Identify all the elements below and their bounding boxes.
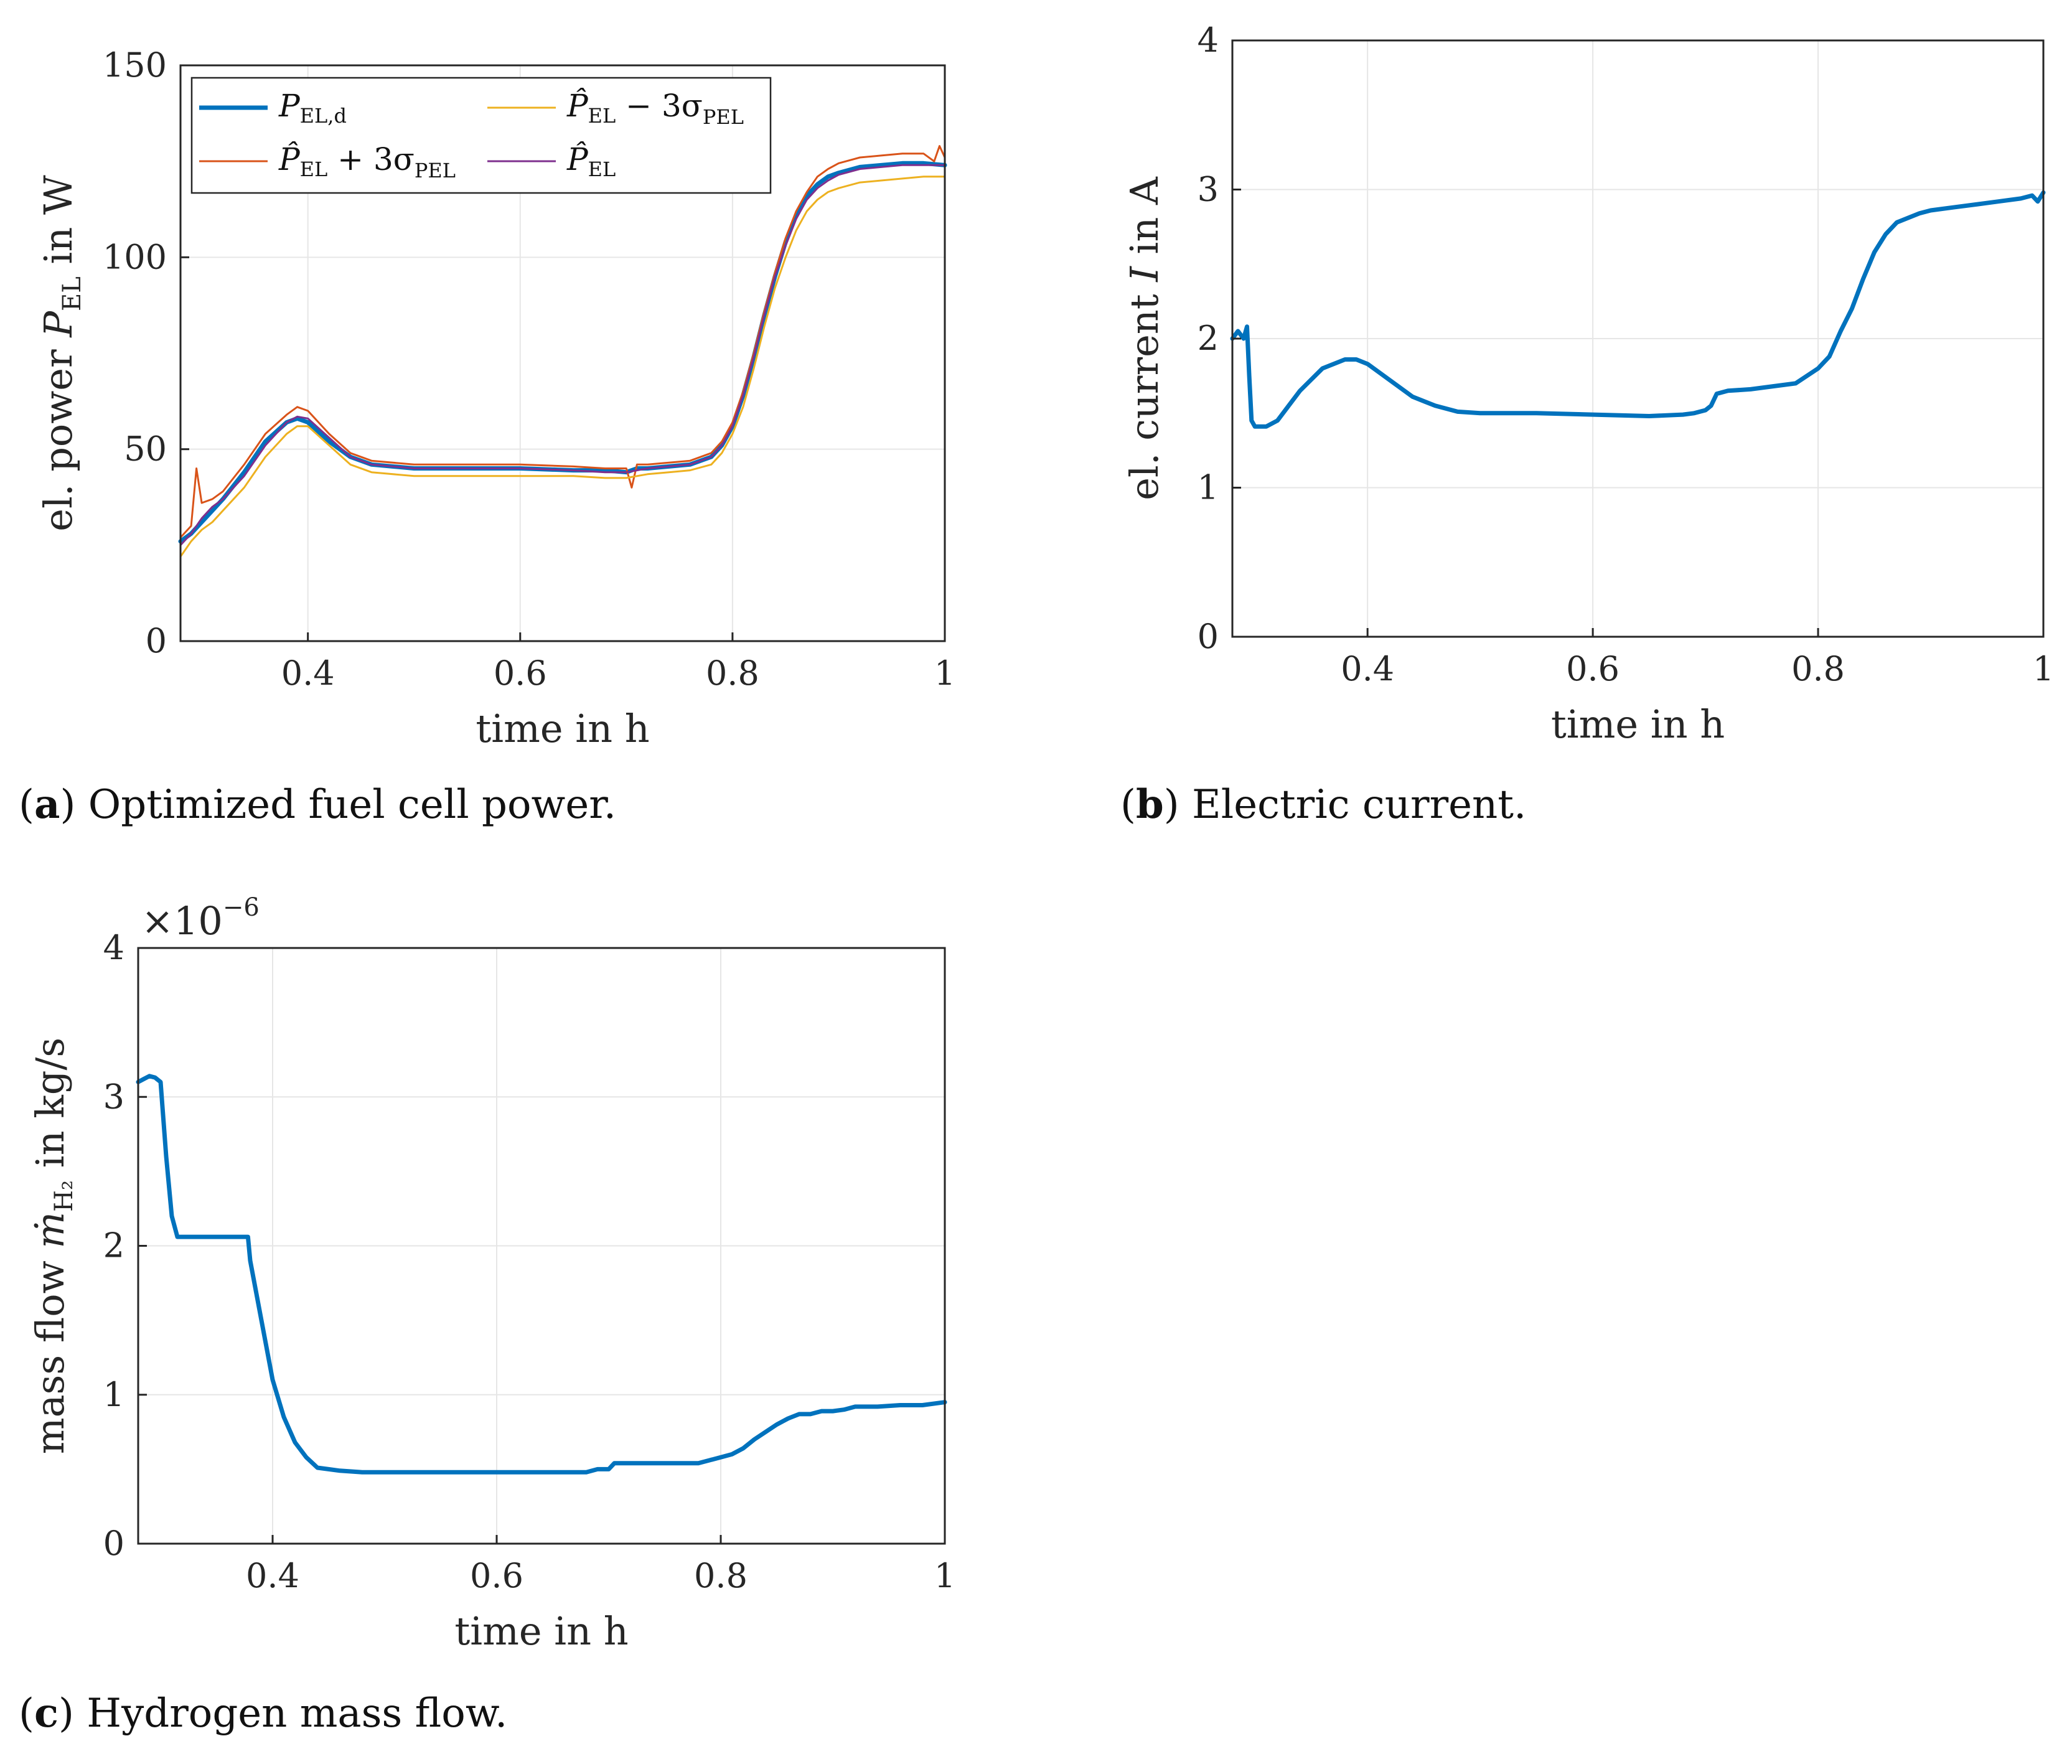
ytick-label-b-1: 1: [1198, 468, 1219, 507]
ytick-label-b-0: 0: [1198, 617, 1219, 656]
xtick-label-a-2: 0.8: [706, 654, 759, 693]
xtick-label-c-0: 0.4: [246, 1556, 299, 1595]
ylabel-b: el. current I in A: [1122, 176, 1167, 500]
ylabel-c: mass flow ṁH₂ in kg/s: [27, 1038, 78, 1454]
axes-box-a: [179, 64, 946, 642]
ytick-label-a-3: 150: [103, 45, 167, 85]
xlabel-b: time in h: [1551, 701, 1725, 747]
legend-label-2: P̂EL + 3σPEL: [278, 141, 456, 182]
xtick-label-b-1: 0.6: [1566, 649, 1620, 688]
legend-label-1: P̂EL − 3σPEL: [566, 87, 744, 129]
xtick-label-a-3: 1: [934, 654, 955, 693]
caption-c-label: c: [34, 1690, 59, 1737]
ytick-label-b-4: 4: [1198, 21, 1219, 60]
legend-label-3: P̂EL: [566, 141, 616, 181]
xtick-label-a-0: 0.4: [281, 654, 335, 693]
chart-a: 0.4 0.6 0.8 1 0 50 100 150 time in h el. power PE…: [35, 45, 955, 751]
caption-c-text: Hydrogen mass flow.: [87, 1691, 508, 1737]
ytick-label-a-2: 100: [103, 237, 167, 276]
ylabel-a: el. power PEL in W: [35, 175, 87, 532]
ytick-label-c-3: 3: [103, 1077, 124, 1116]
xlabel-c: time in h: [454, 1608, 628, 1654]
caption-a-text: Optimized fuel cell power.: [88, 782, 617, 828]
chart-c: 0.4 0.6 0.8 1 0 1 2 3 4 time in h mass flow ṁH₂ in…: [27, 893, 955, 1654]
ytick-label-b-2: 2: [1198, 319, 1219, 358]
caption-c: (c) Hydrogen mass flow.: [19, 1690, 508, 1737]
ytick-label-a-0: 0: [146, 621, 167, 660]
series-a-1: [179, 145, 946, 538]
ytick-label-a-1: 50: [124, 429, 167, 469]
xtick-label-c-2: 0.8: [694, 1556, 748, 1595]
xtick-label-a-1: 0.6: [494, 654, 547, 693]
series-c-0: [136, 1074, 947, 1475]
caption-b-text: Electric current.: [1192, 782, 1527, 828]
series-a-3: [179, 164, 946, 547]
series-a-0: [178, 161, 947, 544]
xtick-label-b-2: 0.8: [1791, 649, 1845, 688]
chart-b: 0.4 0.6 0.8 1 0 1 2 3 4 time in h el. current I in…: [1122, 21, 2054, 747]
xtick-label-c-1: 0.6: [470, 1556, 523, 1595]
exponent-label-c: ×10−6: [141, 893, 260, 944]
ytick-label-c-0: 0: [103, 1524, 124, 1563]
series-b-0: [1230, 190, 2046, 429]
legend-box: [190, 77, 772, 194]
ytick-label-b-3: 3: [1198, 170, 1219, 209]
xtick-label-c-3: 1: [934, 1556, 955, 1595]
legend: PEL,d P̂EL − 3σPEL P̂EL + 3σPEL P̂EL: [190, 77, 772, 194]
caption-b-label: b: [1135, 781, 1164, 828]
caption-a: (a) Optimized fuel cell power.: [19, 781, 617, 828]
series-a-2: [179, 176, 946, 558]
caption-b: (b) Electric current.: [1120, 781, 1527, 828]
ytick-label-c-1: 1: [103, 1375, 124, 1414]
ytick-label-c-4: 4: [103, 928, 124, 967]
legend-label-0: PEL,d: [278, 88, 347, 128]
ytick-label-c-2: 2: [103, 1226, 124, 1265]
xlabel-a: time in h: [476, 706, 649, 751]
caption-a-label: a: [34, 781, 60, 828]
xtick-label-b-0: 0.4: [1341, 649, 1394, 688]
xtick-label-b-3: 1: [2033, 649, 2054, 688]
